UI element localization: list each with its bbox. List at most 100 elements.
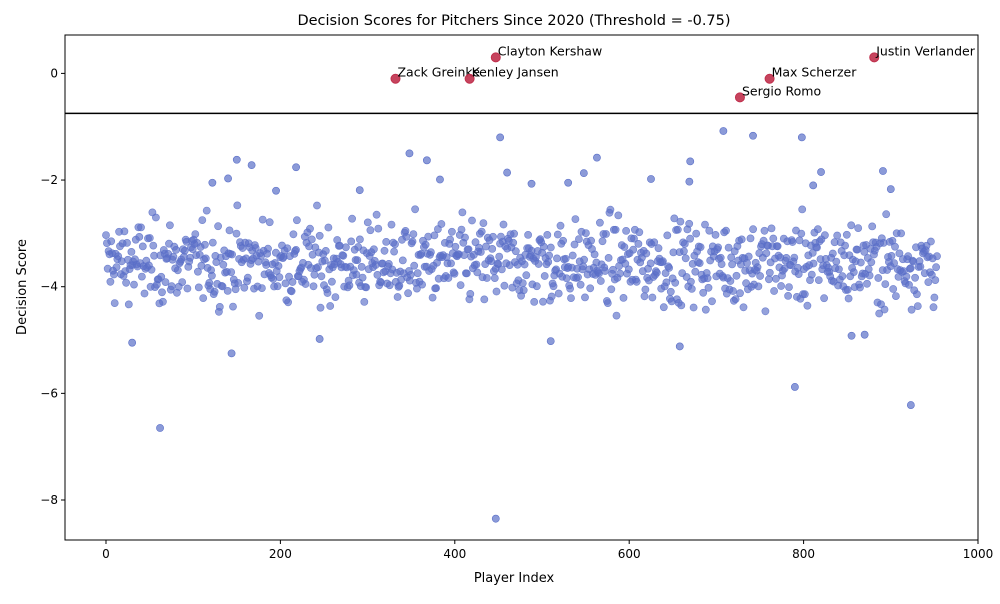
data-point <box>232 229 241 238</box>
data-point <box>729 287 737 295</box>
data-point <box>699 288 708 297</box>
data-point <box>616 269 624 278</box>
data-point <box>736 289 744 298</box>
data-point <box>110 270 118 279</box>
data-point <box>907 305 916 314</box>
data-point <box>546 337 555 345</box>
data-point <box>137 223 145 232</box>
data-point <box>695 259 704 267</box>
data-point <box>339 251 348 260</box>
data-point <box>530 297 539 306</box>
data-point <box>202 206 211 215</box>
data-point <box>767 224 776 233</box>
data-point <box>580 255 588 264</box>
data-point <box>889 285 898 293</box>
data-point <box>924 278 933 286</box>
data-point <box>704 283 713 292</box>
data-point <box>675 342 684 351</box>
y-tick-label: −4 <box>40 280 58 294</box>
y-tick-label: −2 <box>40 173 58 187</box>
data-point <box>844 294 853 303</box>
data-point <box>650 238 659 247</box>
data-point <box>540 272 549 280</box>
data-point <box>447 227 456 236</box>
data-point <box>559 236 567 245</box>
data-point <box>422 156 431 165</box>
data-point <box>194 283 203 292</box>
data-point <box>471 238 480 247</box>
data-point <box>345 281 354 290</box>
data-point <box>122 278 130 287</box>
data-point <box>167 282 176 291</box>
data-point <box>728 260 736 269</box>
player-label: Sergio Romo <box>742 83 821 98</box>
data-point <box>838 272 847 281</box>
data-point <box>708 297 716 306</box>
x-tick-label: 600 <box>618 547 641 561</box>
data-point <box>201 254 210 263</box>
data-point <box>466 289 475 298</box>
data-point <box>510 229 518 238</box>
data-point <box>408 237 417 246</box>
data-point <box>677 301 686 310</box>
data-point <box>124 300 133 309</box>
x-axis-label: Player Index <box>474 571 555 586</box>
data-point <box>553 230 562 239</box>
data-point <box>227 349 236 358</box>
data-point <box>566 284 574 293</box>
data-point <box>737 235 746 244</box>
data-point <box>149 241 158 250</box>
data-point <box>596 218 604 227</box>
data-point <box>646 259 655 268</box>
data-point <box>464 245 473 254</box>
data-point <box>842 230 851 239</box>
data-point <box>902 272 911 281</box>
data-point <box>847 331 856 340</box>
data-point <box>875 309 884 318</box>
data-point <box>606 205 615 214</box>
data-point <box>495 252 504 261</box>
data-point <box>418 280 426 289</box>
data-point <box>363 218 372 227</box>
data-point <box>749 225 757 234</box>
data-point <box>156 424 164 432</box>
data-point <box>387 220 396 229</box>
data-point <box>549 282 558 291</box>
data-point <box>867 258 876 267</box>
data-point <box>446 235 454 244</box>
data-point <box>581 293 589 302</box>
data-point <box>499 220 508 229</box>
x-tick-label: 200 <box>269 547 292 561</box>
data-point <box>288 278 297 286</box>
data-point <box>744 252 753 261</box>
data-point <box>780 264 789 273</box>
data-point <box>380 246 389 255</box>
data-point <box>309 282 318 291</box>
data-point <box>362 283 370 292</box>
x-tick-label: 1000 <box>963 547 994 561</box>
data-point <box>856 283 864 292</box>
data-point <box>543 230 552 239</box>
data-point <box>676 217 685 226</box>
data-point <box>147 265 156 274</box>
data-point <box>509 238 518 247</box>
data-point <box>586 284 595 293</box>
data-point <box>880 305 889 314</box>
data-point <box>228 250 236 259</box>
data-point <box>692 229 701 238</box>
y-tick-label: −8 <box>40 493 58 507</box>
data-point <box>673 225 682 234</box>
data-point <box>219 260 228 269</box>
data-point <box>590 250 599 259</box>
data-point <box>913 302 922 310</box>
data-point <box>315 335 324 343</box>
data-point <box>214 222 222 231</box>
data-point <box>313 263 322 272</box>
data-point <box>614 211 623 220</box>
data-point <box>165 221 174 230</box>
y-tick-label: −6 <box>40 386 58 400</box>
data-point <box>227 268 236 276</box>
data-point <box>574 273 582 282</box>
data-point <box>539 242 548 251</box>
